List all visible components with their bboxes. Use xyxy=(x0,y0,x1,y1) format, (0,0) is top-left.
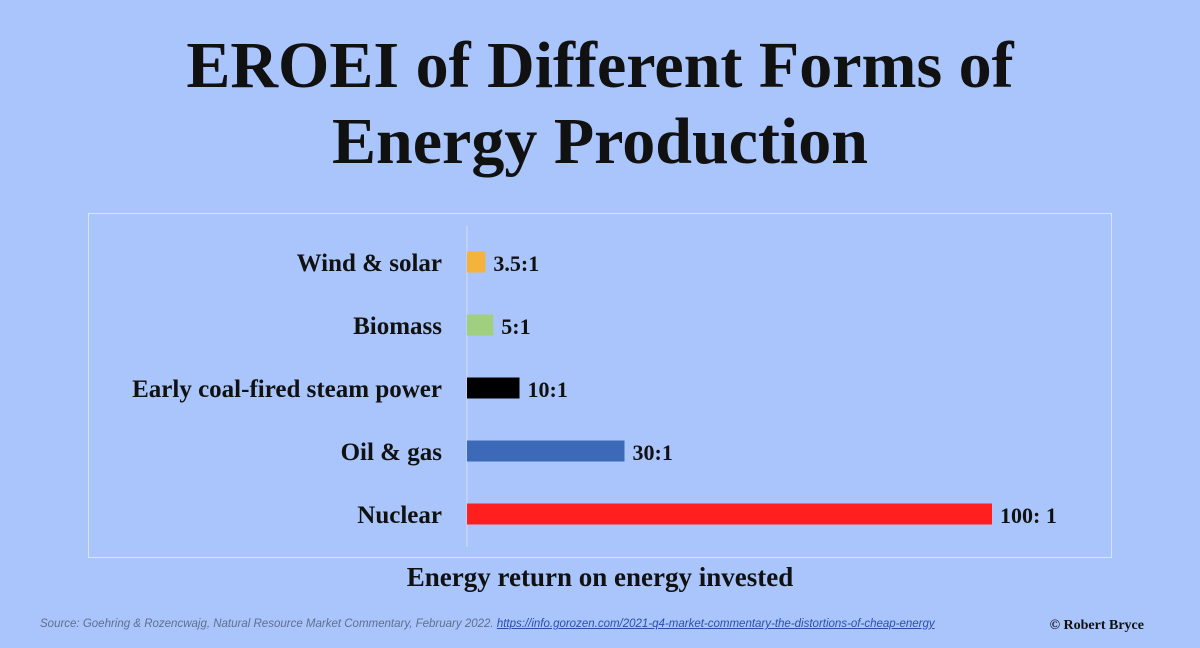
source-link[interactable]: https://info.gorozen.com/2021-q4-market-… xyxy=(496,618,935,630)
data-label: 3.5:1 xyxy=(493,251,539,276)
chart-title: EROEI of Different Forms of Energy Produ… xyxy=(0,28,1200,180)
copyright-text: © Robert Bryce xyxy=(1049,618,1144,633)
source-text: Source: Goehring & Rozencwajg, Natural R… xyxy=(40,618,494,630)
category-label: Biomass xyxy=(353,313,442,340)
data-label: 5:1 xyxy=(501,314,530,339)
chart-title-line-1: EROEI of Different Forms of xyxy=(186,29,1014,102)
source-note: Source: Goehring & Rozencwajg, Natural R… xyxy=(40,618,935,630)
bar xyxy=(467,440,625,462)
data-label: 100: 1 xyxy=(1000,503,1057,528)
category-label: Early coal-fired steam power xyxy=(132,376,442,403)
bar xyxy=(467,314,494,336)
chart-area: Wind & solar 3.5:1 Biomass 5:1 Early coal-fi… xyxy=(88,213,1112,558)
bar xyxy=(467,377,520,399)
bar xyxy=(467,503,992,525)
data-label: 30:1 xyxy=(633,440,673,465)
category-label: Wind & solar xyxy=(297,250,442,277)
category-label: Oil & gas xyxy=(341,439,443,466)
data-label: 10:1 xyxy=(528,377,568,402)
bar-chart: Wind & solar 3.5:1 Biomass 5:1 Early coal-fi… xyxy=(132,226,1057,547)
x-axis-label: Energy return on energy invested xyxy=(406,562,794,592)
chart-title-line-2: Energy Production xyxy=(332,105,868,178)
category-label: Nuclear xyxy=(357,502,442,529)
bar xyxy=(467,251,486,273)
